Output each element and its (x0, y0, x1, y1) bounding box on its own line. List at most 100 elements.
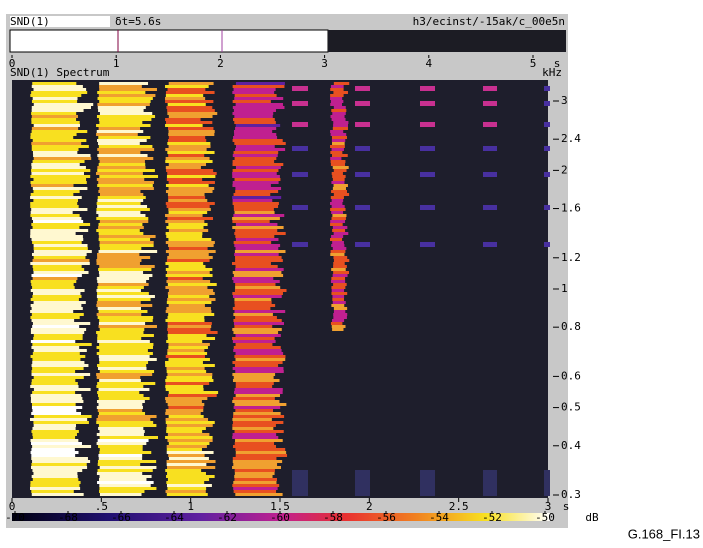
spectrum-band (96, 304, 153, 307)
spectrum-band (165, 148, 207, 151)
spectrum-band (332, 319, 345, 322)
spectrum-band (32, 259, 90, 262)
spectrum-band (33, 88, 87, 91)
spectrum-band (167, 439, 213, 442)
spectrum-band (420, 86, 435, 91)
spectrum-band (168, 265, 206, 268)
spectrum-band (234, 472, 275, 475)
spectrum-band (99, 82, 149, 85)
spectrum-band (332, 142, 345, 145)
spectrum-band (165, 166, 201, 169)
spectrum-band (234, 304, 276, 307)
spectrum-band (166, 445, 207, 448)
spectrum-band (333, 193, 350, 196)
spectrum-band (355, 101, 370, 106)
spectrum-band (167, 472, 206, 475)
spectrum-band (331, 244, 345, 247)
freq-tick-label: 0.4 (561, 439, 581, 452)
spectrum-band (232, 424, 276, 427)
spectrum-band (98, 214, 146, 217)
spectrum-band (331, 304, 345, 307)
spectrum-band (30, 133, 77, 136)
spectrum-band (98, 355, 150, 358)
freq-tick-label: 1.2 (561, 251, 581, 264)
spectrum-band (165, 214, 203, 217)
spectrum-band (167, 172, 217, 175)
spectrum-band (165, 91, 215, 94)
freq-tick-label: 1 (561, 282, 568, 295)
spectrum-band (165, 286, 208, 289)
spectrum-band (31, 223, 91, 226)
spectrum-band (167, 394, 217, 397)
spectrum-band (330, 151, 343, 154)
time-axis: 0 1 2 3 4 5 s (9, 55, 560, 70)
spectrum-band (97, 166, 146, 169)
spectrum-band (232, 154, 278, 157)
spectrum-band (32, 325, 80, 328)
spectrum-band (30, 229, 89, 232)
spectrum-band (99, 343, 154, 346)
spectrum-band (331, 136, 348, 139)
spectrum-band (33, 334, 83, 337)
spectrum-band (167, 328, 211, 331)
spectrum-band (32, 277, 78, 280)
waveform-view (9, 29, 329, 53)
spectrum-band (166, 376, 213, 379)
spectrum-band (167, 112, 218, 115)
spectrum-band (168, 136, 206, 139)
spectrum-band (168, 115, 213, 118)
spectrum-band (166, 178, 203, 181)
spectrum-band (168, 406, 204, 409)
spectrum-band (166, 280, 211, 283)
spectrum-band (99, 244, 154, 247)
spectrum-band (233, 280, 280, 283)
spectrum-band (333, 106, 346, 109)
spectrum-band (168, 229, 209, 232)
spectrum-band (98, 403, 143, 406)
spectrum-band (331, 325, 346, 328)
spectrum-band (167, 478, 210, 481)
spectrum-band (232, 85, 285, 88)
spectrum-band (99, 430, 145, 433)
spectrum-band (232, 445, 277, 448)
spectrum-band (355, 146, 370, 151)
spectrum-band (33, 244, 88, 247)
spectrum-band (32, 352, 80, 355)
spectrum-band (33, 271, 89, 274)
spectrum-band (165, 469, 202, 472)
spectrum-band (168, 247, 208, 250)
spectrum-band (98, 190, 141, 193)
spectrum-band (32, 409, 77, 412)
spectrum-band (333, 283, 347, 286)
spectrum-band (233, 412, 281, 415)
spectrum-band (167, 88, 206, 91)
spectrum-band (235, 166, 281, 169)
spectrum-band (165, 202, 215, 205)
spectrum-band (165, 121, 213, 124)
spectrum-band (234, 157, 277, 160)
spectrum-band (97, 439, 149, 442)
spectrum-band (235, 265, 278, 268)
spectrum-band (167, 139, 207, 142)
spectrum-band (232, 427, 274, 430)
spectrum-band (30, 397, 83, 400)
spectrum-band (97, 340, 150, 343)
caption: G.168_FI.13 (628, 526, 700, 541)
spectrum-band (99, 85, 142, 88)
colorbar-tick-label: -58 (323, 511, 343, 524)
freq-tick-label: 2 (561, 163, 568, 176)
spectrum-band (165, 97, 206, 100)
spectrum-band (99, 187, 154, 190)
spectrum-band (232, 361, 283, 364)
spectrum-band (232, 307, 271, 310)
spectrum-band (31, 208, 88, 211)
spectrum-band (232, 91, 275, 94)
spectrum-band (330, 322, 343, 325)
freq-tick-label: 1.6 (561, 202, 581, 215)
spectrum-band (32, 139, 87, 142)
x-axis: 0 .5 1 1.5 2 2.5 3 s (9, 498, 569, 513)
spectrum-band (235, 352, 284, 355)
spectrum-band (96, 289, 141, 292)
spectrum-band (32, 445, 92, 448)
spectrum-band (98, 424, 157, 427)
